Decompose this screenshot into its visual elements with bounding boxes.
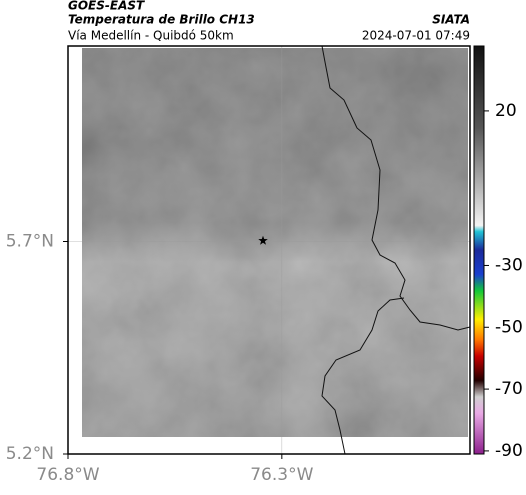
border bbox=[321, 297, 405, 455]
border bbox=[321, 45, 471, 331]
colorbar-label: -30 bbox=[495, 255, 523, 275]
y-tick-label: 5.2°N bbox=[6, 444, 54, 464]
region: Vía Medellín - Quibdó 50km bbox=[68, 29, 234, 43]
y-tick-label: 5.7°N bbox=[6, 232, 54, 252]
source: SIATA bbox=[432, 13, 470, 27]
colorbar-label: 20 bbox=[495, 101, 517, 121]
timestamp: 2024-07-01 07:49 bbox=[362, 29, 470, 43]
colorbar-label: -50 bbox=[495, 317, 523, 337]
colorbar bbox=[473, 45, 485, 455]
colorbar-label: -90 bbox=[495, 441, 523, 461]
x-tick-label: 76.8°W bbox=[36, 465, 99, 485]
title: GOES-EAST bbox=[68, 0, 145, 13]
subtitle: Temperatura de Brillo CH13 bbox=[68, 13, 255, 27]
station-marker bbox=[258, 235, 268, 245]
x-tick-label: 76.3°W bbox=[250, 465, 313, 485]
cloud-texture bbox=[82, 48, 468, 437]
map-frame bbox=[67, 45, 471, 455]
colorbar-label: -70 bbox=[495, 379, 523, 399]
